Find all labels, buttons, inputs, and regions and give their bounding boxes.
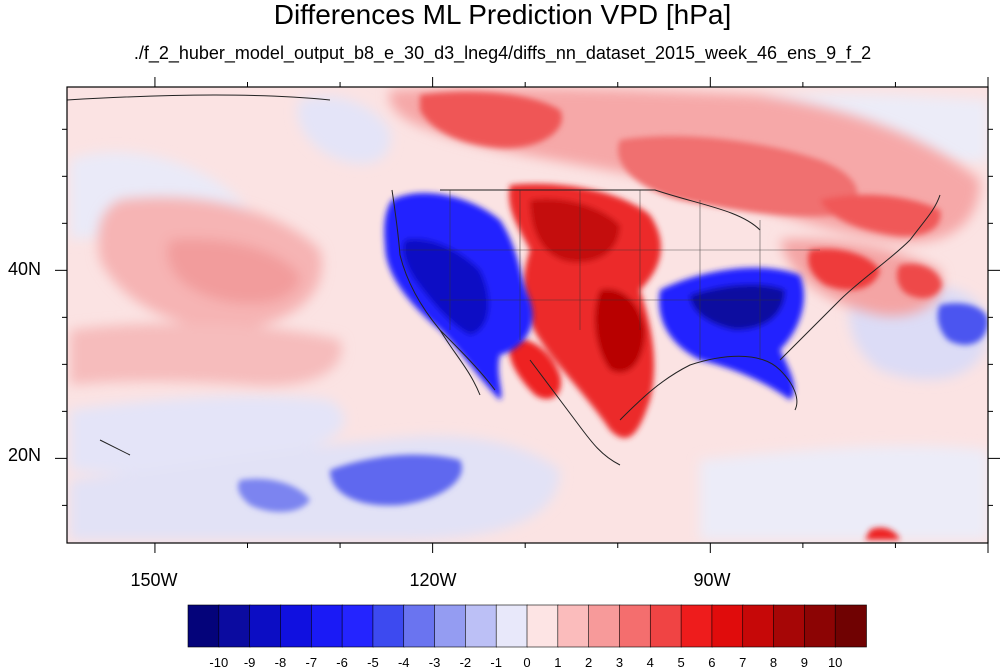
- colorbar-label: 10: [828, 655, 842, 670]
- strong-positive-zones: [420, 91, 942, 540]
- colorbar: -10 -9 -8 -7 -6 -5 -4 -3 -2 -1 0 1 2 3 4 5 6 7 8 9 10: [187, 604, 867, 670]
- colorbar-swatch: [711, 604, 744, 648]
- colorbar-swatch: [434, 604, 467, 648]
- lon-label-150w: 150W: [130, 570, 177, 590]
- colorbar-swatch: [557, 604, 590, 648]
- difference-field: [67, 87, 988, 543]
- colorbar-swatch: [649, 604, 682, 648]
- colorbar-swatch: [465, 604, 497, 648]
- colorbar-swatch: [218, 604, 251, 648]
- colorbar-swatch: [526, 604, 559, 648]
- colorbar-label: -8: [275, 655, 287, 670]
- colorbar-label: -2: [460, 655, 472, 670]
- colorbar-swatch: [495, 604, 528, 648]
- lat-label-20n: 20N: [8, 445, 41, 465]
- colorbar-label: 5: [677, 655, 684, 670]
- colorbar-label: -5: [367, 655, 379, 670]
- colorbar-label: 9: [801, 655, 808, 670]
- colorbar-label: 8: [770, 655, 777, 670]
- colorbar-swatch: [310, 604, 343, 648]
- colorbar-swatch: [403, 604, 436, 648]
- colorbar-swatch: [834, 604, 867, 648]
- colorbar-label: 3: [616, 655, 623, 670]
- colorbar-swatch: [804, 604, 836, 648]
- lon-label-90w: 90W: [693, 570, 730, 590]
- colorbar-label: -10: [209, 655, 228, 670]
- map-subtitle: ./f_2_huber_model_output_b8_e_30_d3_lneg…: [133, 43, 872, 63]
- colorbar-swatch: [341, 604, 374, 648]
- colorbar-swatch: [280, 604, 313, 648]
- colorbar-label: 2: [585, 655, 592, 670]
- colorbar-swatch: [372, 604, 405, 648]
- colorbar-label: 6: [708, 655, 715, 670]
- map-frame: [66, 86, 989, 544]
- lon-label-120w: 120W: [409, 570, 456, 590]
- colorbar-swatch: [249, 604, 282, 648]
- colorbar-label: -9: [244, 655, 256, 670]
- colorbar-label: -6: [336, 655, 348, 670]
- colorbar-label: 4: [647, 655, 654, 670]
- colorbar-label: -4: [398, 655, 410, 670]
- colorbar-swatch: [773, 604, 806, 648]
- colorbar-label: 1: [554, 655, 561, 670]
- colorbar-label: -3: [429, 655, 441, 670]
- state-borders: [400, 190, 820, 360]
- map-title: Differences ML Prediction VPD [hPa]: [273, 0, 732, 30]
- coastlines: [67, 94, 941, 466]
- colorbar-label: -7: [305, 655, 317, 670]
- strong-negative-zones: [238, 192, 988, 512]
- colorbar-swatch: [680, 604, 713, 648]
- colorbar-swatch: [742, 604, 775, 648]
- colorbar-label: -1: [490, 655, 502, 670]
- colorbar-swatch: [619, 604, 652, 648]
- colorbar-swatch: [588, 604, 621, 648]
- colorbar-label: 7: [739, 655, 746, 670]
- colorbar-swatch: [187, 604, 220, 648]
- colorbar-label: 0: [523, 655, 530, 670]
- axis-ticks: [55, 77, 1000, 553]
- lat-label-40n: 40N: [8, 259, 41, 279]
